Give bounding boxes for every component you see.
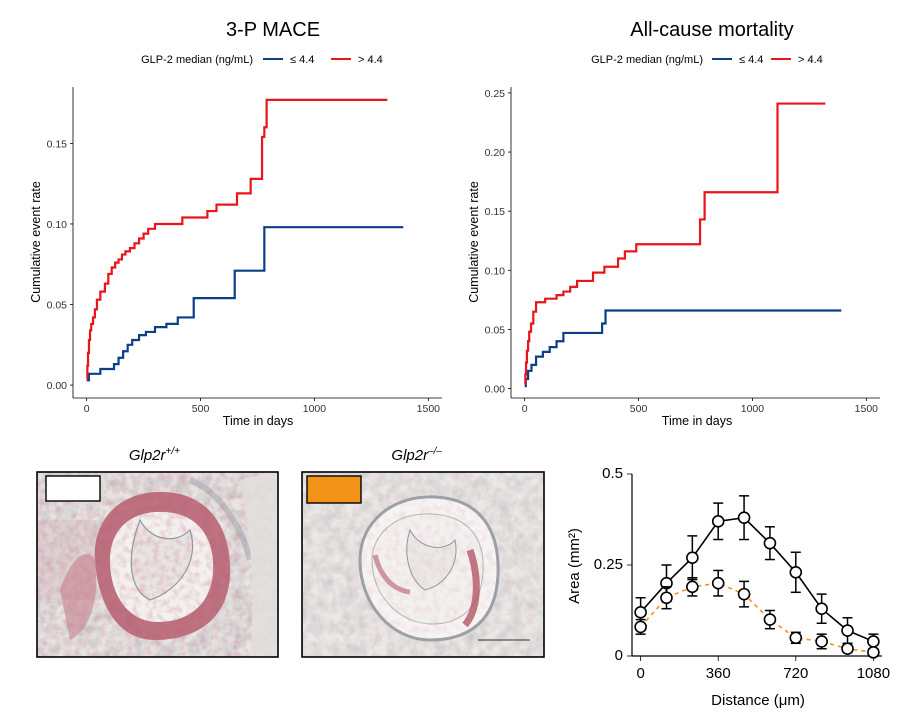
- data-point: [789, 565, 803, 579]
- data-point: [763, 613, 777, 626]
- data-point: [841, 642, 854, 656]
- data-point: [737, 587, 751, 601]
- series-line-high: [86, 98, 388, 380]
- histology-image-wt: [37, 472, 278, 657]
- series-line-wt: [640, 516, 874, 643]
- data-point: [763, 536, 777, 550]
- data-point: [634, 606, 647, 619]
- x-tick-label: 500: [630, 403, 648, 415]
- y-tick-label: 0.25: [594, 556, 623, 573]
- data-point: [789, 631, 803, 645]
- data-point: [867, 635, 880, 648]
- histology-panels: Glp2r+/+ Glp2r–/–: [36, 446, 545, 658]
- legend-title: GLP-2 median (ng/mL): [141, 54, 253, 66]
- data-point: [711, 515, 725, 528]
- histology-frame-ko: [301, 471, 545, 658]
- group-key-ko: [306, 475, 362, 504]
- x-tick-label: 0: [84, 403, 90, 415]
- chart-all-cause-mortality: All-cause mortality GLP-2 median (ng/mL)…: [467, 19, 880, 428]
- legend-label-low: ≤ 4.4: [290, 54, 314, 66]
- tick-group: 0 360 720 1080 0 0.25 0.5: [594, 465, 890, 682]
- chart-3p-mace: 3-P MACE GLP-2 median (ng/mL) ≤ 4.4 > 4.…: [29, 19, 442, 428]
- x-axis-label: Time in days: [662, 414, 732, 428]
- x-tick-label: 720: [783, 665, 808, 682]
- data-point: [634, 620, 647, 634]
- legend-title: GLP-2 median (ng/mL): [591, 54, 703, 66]
- data-point: [686, 580, 699, 594]
- y-axis-label: Cumulative event rate: [467, 181, 481, 303]
- y-tick-label: 0.05: [47, 300, 68, 312]
- y-axis-label: Cumulative event rate: [29, 181, 43, 303]
- y-tick-label: 0.10: [47, 219, 68, 231]
- y-tick-label: 0.05: [485, 324, 506, 336]
- y-tick-label: 0.00: [485, 384, 506, 396]
- x-tick-label: 1000: [741, 403, 765, 415]
- x-tick-label: 0: [636, 665, 644, 682]
- y-tick-label: 0.25: [485, 88, 506, 100]
- legend-label-high: > 4.4: [358, 54, 383, 66]
- x-tick-label: 1000: [303, 403, 327, 415]
- series-line-ko: [640, 582, 874, 654]
- legend-label-high: > 4.4: [798, 54, 823, 66]
- series-line-low: [86, 226, 404, 382]
- y-tick-label: 0.5: [602, 465, 623, 482]
- x-tick-label: 1500: [855, 403, 879, 415]
- y-axis-label: Area (mm²): [566, 528, 583, 604]
- data-point: [867, 646, 880, 659]
- histology-frame-wt: [36, 471, 279, 658]
- series-group: [86, 98, 404, 382]
- genotype-label-wt: Glp2r+/+: [129, 446, 180, 464]
- x-tick-label: 360: [706, 665, 731, 682]
- x-axis-label: Distance (μm): [711, 692, 805, 709]
- tick-group: 0 500 1000 1500 0.00 0.05 0.10 0.15 0.20 0.25: [485, 88, 879, 415]
- x-tick-label: 1080: [857, 665, 890, 682]
- data-point: [815, 635, 828, 648]
- data-point: [660, 591, 673, 605]
- series-group: [524, 102, 842, 388]
- chart-title: All-cause mortality: [630, 19, 793, 41]
- x-axis-label: Time in days: [223, 414, 293, 428]
- tick-group: 0 500 1000 1500 0.00 0.05 0.10 0.15: [47, 138, 441, 415]
- data-point: [711, 576, 725, 590]
- legend-label-low: ≤ 4.4: [739, 54, 763, 66]
- chart-title: 3-P MACE: [226, 19, 320, 41]
- series-line-low: [524, 309, 842, 388]
- data-point: [815, 602, 828, 615]
- x-tick-label: 500: [192, 403, 210, 415]
- series-line-high: [524, 102, 826, 385]
- chart-area-distance: 0 360 720 1080 0 0.25 0.5 Distance (μm) Area (…: [566, 465, 890, 709]
- y-tick-label: 0: [615, 647, 623, 664]
- data-point: [841, 624, 854, 637]
- x-tick-label: 0: [522, 403, 528, 415]
- y-tick-label: 0.20: [485, 147, 506, 159]
- series-group: [634, 495, 880, 659]
- data-point: [686, 551, 699, 565]
- y-tick-label: 0.15: [47, 138, 68, 150]
- y-tick-label: 0.10: [485, 265, 506, 277]
- data-point: [737, 511, 751, 524]
- x-tick-label: 1500: [417, 403, 441, 415]
- y-tick-label: 0.00: [47, 380, 68, 392]
- y-tick-label: 0.15: [485, 206, 506, 218]
- genotype-label-ko: Glp2r–/–: [391, 446, 442, 464]
- group-key-wt: [45, 475, 101, 502]
